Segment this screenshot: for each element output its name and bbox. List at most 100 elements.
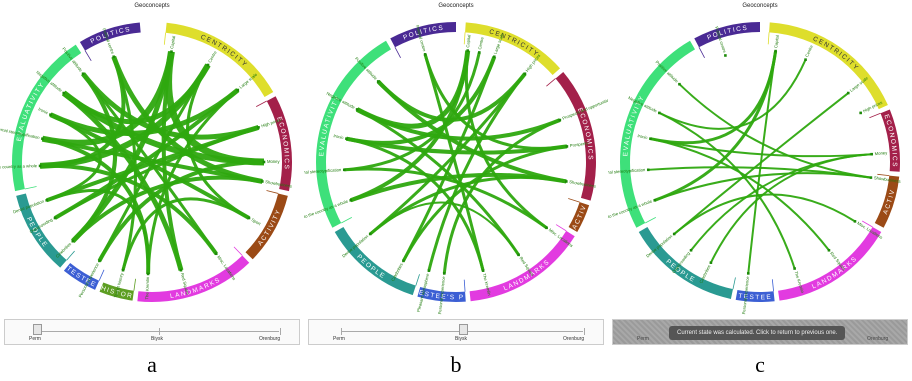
group-arc-centricity[interactable]	[769, 22, 888, 110]
node-marker[interactable]	[247, 216, 251, 220]
node-marker[interactable]	[827, 248, 831, 252]
node-marker[interactable]	[214, 252, 218, 256]
group-arc-testee[interactable]	[735, 290, 775, 302]
group-arc-landmarks[interactable]	[469, 230, 575, 302]
chord-link[interactable]	[46, 113, 102, 202]
node-marker[interactable]	[349, 199, 353, 202]
chord-link[interactable]	[464, 50, 548, 230]
city-slider[interactable]: Perm Biysk Orenburg	[4, 319, 300, 345]
node-marker[interactable]	[481, 269, 485, 272]
chord-link[interactable]	[673, 193, 856, 235]
node-marker[interactable]	[804, 58, 807, 61]
group-arc-histor[interactable]	[99, 282, 134, 301]
node-marker[interactable]	[658, 111, 661, 115]
chord-link[interactable]	[344, 167, 548, 230]
chord-link[interactable]	[648, 166, 872, 179]
chord-link[interactable]	[356, 107, 561, 141]
return-previous-state-message[interactable]: Current state was calculated. Click to r…	[669, 326, 846, 340]
group-arc-evaluativity[interactable]	[316, 40, 391, 228]
chord-link[interactable]	[46, 189, 150, 274]
node-marker[interactable]	[724, 54, 727, 57]
node-marker[interactable]	[355, 108, 359, 111]
node-marker[interactable]	[442, 272, 446, 275]
group-arc-politics[interactable]	[390, 22, 456, 48]
city-slider[interactable]: Perm Biysk Orenburg	[308, 319, 604, 345]
node-marker[interactable]	[170, 50, 173, 54]
node-marker[interactable]	[41, 137, 44, 141]
chord-link[interactable]	[678, 83, 872, 179]
node-marker[interactable]	[846, 91, 850, 95]
slider-track[interactable]	[37, 331, 279, 332]
node-marker[interactable]	[649, 137, 652, 141]
node-marker[interactable]	[146, 272, 150, 276]
node-marker[interactable]	[517, 253, 520, 257]
node-marker[interactable]	[689, 248, 693, 252]
chord-link[interactable]	[344, 52, 481, 172]
node-marker[interactable]	[260, 180, 264, 183]
node-marker[interactable]	[81, 72, 85, 76]
chord-link[interactable]	[111, 55, 263, 184]
group-arc-people[interactable]	[638, 227, 733, 299]
node-marker[interactable]	[45, 199, 49, 202]
node-marker[interactable]	[257, 126, 260, 129]
chord-link[interactable]	[71, 72, 118, 243]
node-marker[interactable]	[427, 269, 431, 272]
chord-link[interactable]	[346, 137, 485, 272]
node-marker[interactable]	[709, 261, 713, 264]
node-marker[interactable]	[368, 232, 372, 236]
chord-link[interactable]	[71, 175, 263, 243]
node-marker[interactable]	[558, 118, 562, 122]
node-marker[interactable]	[53, 216, 57, 220]
chord-link[interactable]	[369, 201, 520, 256]
chord-link[interactable]	[54, 125, 259, 220]
chord-link[interactable]	[423, 53, 485, 272]
node-marker[interactable]	[179, 268, 183, 272]
node-marker[interactable]	[523, 72, 527, 76]
node-marker[interactable]	[565, 145, 569, 148]
node-marker[interactable]	[112, 55, 115, 59]
chord-link[interactable]	[673, 92, 849, 235]
chord-link[interactable]	[710, 153, 872, 264]
node-marker[interactable]	[774, 49, 777, 53]
group-arc-landmarks[interactable]	[778, 227, 882, 301]
node-marker[interactable]	[342, 168, 346, 172]
group-arc-economics[interactable]	[880, 109, 900, 172]
node-marker[interactable]	[98, 259, 101, 263]
node-marker[interactable]	[345, 137, 348, 141]
chord-link[interactable]	[650, 137, 830, 251]
node-marker[interactable]	[869, 176, 873, 179]
chord-link[interactable]	[658, 59, 807, 130]
group-arc-evaluativity[interactable]	[620, 40, 695, 228]
chord-link[interactable]	[650, 137, 872, 158]
node-marker[interactable]	[262, 160, 266, 164]
node-marker[interactable]	[678, 82, 681, 86]
group-arc-testee-s-pe[interactable]	[417, 286, 466, 302]
group-arc-politics[interactable]	[79, 22, 141, 51]
chord-link[interactable]	[423, 53, 568, 150]
group-arc-centricity[interactable]	[465, 22, 561, 76]
node-marker[interactable]	[853, 220, 857, 223]
chord-link[interactable]	[654, 50, 778, 202]
chord-link[interactable]	[402, 56, 496, 262]
group-arc-centricity[interactable]	[165, 22, 274, 97]
node-marker[interactable]	[62, 91, 66, 95]
group-arc-landmarks[interactable]	[137, 255, 250, 302]
node-marker[interactable]	[477, 51, 481, 54]
chord-link[interactable]	[146, 88, 239, 274]
node-marker[interactable]	[653, 199, 657, 202]
chord-link[interactable]	[376, 80, 567, 184]
node-marker[interactable]	[206, 63, 210, 67]
node-marker[interactable]	[49, 113, 52, 116]
group-arc-economics[interactable]	[555, 72, 596, 201]
city-slider[interactable]: Perm Orenburg Current state was calculat…	[612, 319, 908, 345]
node-marker[interactable]	[71, 239, 75, 243]
node-marker[interactable]	[672, 232, 676, 236]
chord-link[interactable]	[442, 118, 561, 274]
group-arc-politics[interactable]	[694, 22, 760, 48]
group-arc-activ[interactable]	[568, 202, 590, 232]
node-marker[interactable]	[493, 55, 496, 59]
chord-link[interactable]	[356, 108, 520, 256]
node-marker[interactable]	[236, 88, 240, 92]
node-marker[interactable]	[38, 164, 42, 168]
group-arc-testee[interactable]	[63, 263, 100, 290]
